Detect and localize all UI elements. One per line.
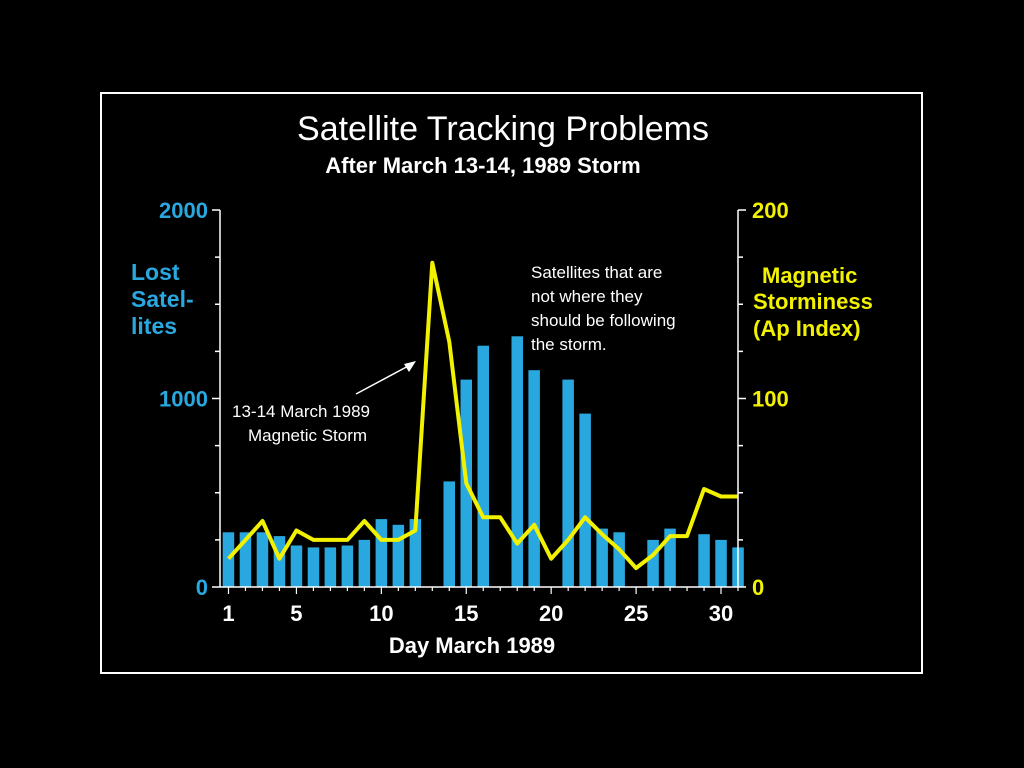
bar-day-14: [443, 481, 455, 587]
x-tick-label-25: 25: [624, 601, 648, 626]
bar-day-2: [239, 532, 252, 587]
x-tick-label-20: 20: [539, 601, 563, 626]
storm-annotation-line-2: Magnetic Storm: [248, 426, 367, 445]
x-tick-label-5: 5: [290, 601, 302, 626]
x-tick-label-15: 15: [454, 601, 478, 626]
right-axis-label-line-1: Magnetic: [762, 263, 857, 288]
satellites-annotation-line-4: the storm.: [531, 335, 607, 354]
bar-day-18: [511, 336, 523, 587]
bar-day-5: [290, 545, 303, 587]
satellites-annotation-line-3: should be following: [531, 311, 676, 330]
left-axis-label-line-1: Lost: [131, 259, 180, 285]
bar-day-30: [715, 539, 727, 587]
satellites-annotation-line-1: Satellites that are: [531, 263, 662, 282]
right-axis-label-line-3: (Ap Index): [753, 316, 861, 341]
bar-day-26: [647, 539, 659, 587]
left-tick-labels: 2000 1000 0: [159, 198, 208, 600]
right-tick-label-200: 200: [752, 198, 789, 223]
bar-day-6: [307, 547, 320, 587]
left-tick-label-1000: 1000: [159, 387, 208, 412]
bar-day-24: [613, 532, 625, 587]
ap-index-line: [227, 260, 738, 571]
right-tick-labels: 200 100 0: [752, 198, 789, 600]
bar-day-16: [477, 345, 489, 587]
left-tick-marks: [212, 209, 220, 588]
x-axis-label: Day March 1989: [389, 633, 555, 658]
left-axis-label-line-3: lites: [131, 313, 177, 339]
satellites-annotation-line-2: not where they: [531, 287, 643, 306]
bar-day-1: [222, 532, 235, 587]
bar-day-23: [596, 528, 608, 587]
bars-group: [222, 336, 744, 587]
annotation-arrow-shaft: [355, 363, 413, 395]
chart-title: Satellite Tracking Problems: [297, 110, 709, 148]
right-tick-label-100: 100: [752, 387, 789, 412]
bar-day-10: [375, 519, 388, 587]
x-tick-marks: [227, 587, 739, 594]
bar-day-22: [579, 413, 591, 587]
bar-day-19: [528, 370, 540, 587]
left-tick-label-0: 0: [196, 575, 208, 600]
bar-day-29: [698, 534, 710, 587]
bar-day-27: [664, 528, 676, 587]
bar-day-21: [562, 379, 574, 587]
x-tick-label-30: 30: [709, 601, 733, 626]
chart-subtitle: After March 13-14, 1989 Storm: [325, 153, 640, 178]
bar-day-11: [392, 524, 405, 587]
bar-day-12: [409, 519, 422, 587]
right-axis-label-line-2: Storminess: [753, 289, 873, 314]
x-tick-label-1: 1: [222, 601, 234, 626]
right-tick-label-0: 0: [752, 575, 764, 600]
storm-annotation-line-1: 13-14 March 1989: [232, 402, 370, 421]
left-tick-label-2000: 2000: [159, 198, 208, 223]
bar-day-4: [273, 536, 286, 587]
x-tick-label-10: 10: [369, 601, 393, 626]
bar-day-8: [341, 545, 354, 587]
x-tick-labels: 1 5 10 15 20 25 30: [222, 601, 733, 626]
bar-day-7: [324, 547, 337, 587]
annotation-arrow-head: [404, 361, 416, 372]
right-tick-marks: [738, 209, 746, 588]
bar-day-3: [256, 532, 269, 587]
left-axis-label-line-2: Satel-: [131, 286, 194, 312]
bar-day-9: [358, 539, 371, 587]
